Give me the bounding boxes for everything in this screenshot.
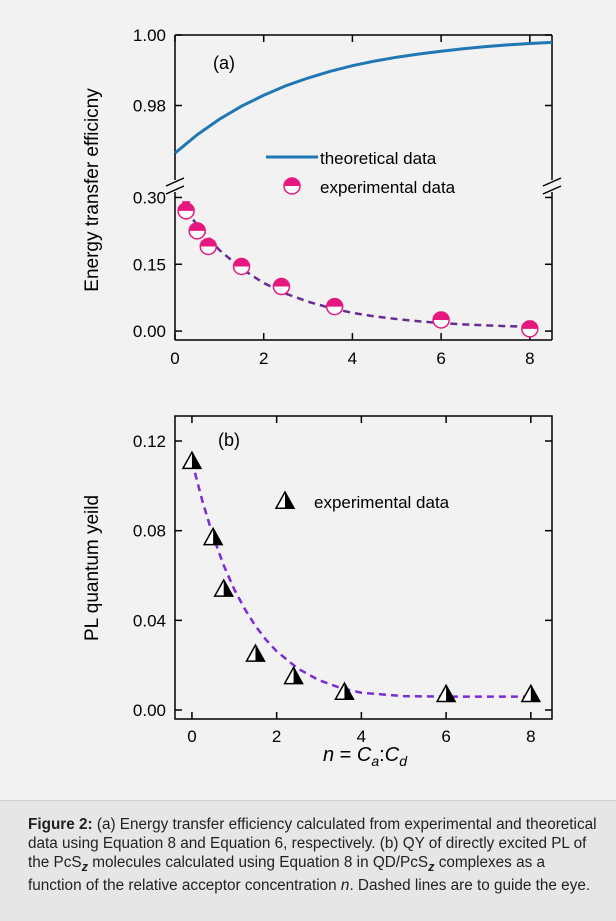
theoretical-data-line: [174, 40, 553, 155]
panel-a-y-tick-label: 0.98: [133, 97, 166, 116]
experimental-data-point-fill: [521, 320, 538, 329]
panel-b-data-point-fill: [446, 685, 456, 702]
panel-b-y-axis-label: PL quantum yeild: [82, 495, 103, 641]
figure-area: 0 2 4 6 8 1.00 0.98 0.30 0.15 0.00 Energy trans…: [82, 26, 562, 769]
caption-sub-1: z: [81, 859, 88, 875]
panel-a: 0 2 4 6 8 1.00 0.98 0.30 0.15 0.00 Energy trans…: [82, 26, 562, 368]
legend-b-experimental-label: experimental data: [314, 493, 450, 512]
panel-b-y-tick-label: 0.00: [133, 701, 166, 720]
panel-b-data-point: [213, 578, 234, 597]
panel-a-axis-break-left: [165, 177, 185, 195]
panel-a-axis-break-right: [542, 177, 562, 195]
experimental-data-point-fill: [189, 222, 206, 231]
figure-chart: 0 2 4 6 8 1.00 0.98 0.30 0.15 0.00 Energy trans…: [82, 26, 562, 769]
panel-b-data-point: [334, 681, 355, 701]
panel-a-x-tick-label: 4: [348, 349, 357, 368]
panel-b-x-tick-label: 2: [272, 727, 281, 746]
panel-b-x-tick-label: 8: [526, 727, 535, 746]
panel-b-x-tick-label: 6: [441, 727, 450, 746]
panel-a-y-tick-label: 1.00: [133, 26, 166, 45]
experimental-data-point: [325, 297, 344, 316]
panel-b-frame: [174, 415, 553, 720]
panel-b-label: (b): [218, 430, 240, 450]
experimental-data-point: [188, 222, 206, 240]
legend-half-circle: [283, 177, 301, 195]
panel-b-y-tick-label: 0.04: [133, 611, 166, 630]
legend-experimental-label: experimental data: [320, 178, 456, 197]
panel-b-data-point-fill: [191, 452, 201, 469]
panel-b-x-tick-label: 4: [357, 727, 366, 746]
experimental-data-point-fill: [178, 202, 195, 211]
panel-a-y-tick-label: 0.30: [133, 188, 166, 207]
legend-half-circle-fill: [284, 178, 300, 186]
legend-half-triangle-fill: [285, 492, 294, 509]
caption-text-3: complexes as a function of the relative …: [28, 854, 545, 895]
experimental-data-point-fill: [326, 298, 343, 307]
experimental-data-point-fill: [233, 258, 250, 267]
caption-label: Figure 2:: [28, 816, 93, 833]
caption-text-1: (a) Energy transfer efficiency calculate…: [28, 816, 597, 871]
panel-b-data-point-fill: [223, 579, 233, 597]
panel-b-data-point-fill: [293, 667, 303, 684]
panel-b-y-tick-label: 0.12: [133, 432, 166, 451]
legend-half-triangle: [274, 490, 296, 509]
panel-a-x-tick-label: 0: [170, 349, 179, 368]
panel-b-data-point: [520, 683, 542, 703]
figure-caption: Figure 2: (a) Energy transfer efficiency…: [0, 800, 616, 921]
experimental-data-point: [521, 320, 539, 338]
caption-italic-n: n: [340, 877, 350, 895]
panel-a-y-tick-label: 0.15: [133, 255, 166, 274]
panel-a-x-tick-label: 8: [525, 349, 534, 368]
panel-b-data-point: [283, 665, 304, 685]
panel-b-y-tick-label: 0.08: [133, 522, 166, 541]
panel-b-data-point-fill: [344, 683, 354, 700]
experimental-data-point: [432, 311, 450, 329]
experimental-data-point: [232, 257, 251, 276]
panel-a-x-tick-label: 2: [259, 349, 268, 368]
panel-b-data-point: [245, 643, 266, 662]
panel-a-label: (a): [213, 53, 235, 73]
panel-b-data-point: [181, 450, 203, 470]
panel-a-y-axis-label: Energy transfer efficicny: [82, 88, 103, 292]
caption-sub-2: z: [428, 859, 435, 875]
caption-text-2: molecules calculated using Equation 8 in…: [87, 854, 429, 871]
experimental-data-point-fill: [273, 278, 290, 287]
panel-b-data-point-fill: [213, 528, 223, 545]
experimental-data-point-fill: [200, 238, 217, 247]
experimental-data-point: [177, 202, 195, 220]
legend-experimental-marker: [283, 177, 301, 195]
panel-b-x-tick-label: 0: [187, 727, 196, 746]
panel-a-legend: theoretical data experimental data: [266, 149, 456, 197]
legend-theoretical-label: theoretical data: [320, 149, 437, 168]
panel-b-dashed-guide-line: [190, 460, 531, 698]
panel-b-legend: experimental data: [274, 490, 450, 512]
panel-b-x-axis-label: n = Ca:Cd: [323, 744, 408, 769]
panel-b-data-point-fill: [530, 685, 540, 702]
panel-b-data-point: [435, 683, 457, 703]
legend-b-experimental-marker: [274, 490, 296, 509]
panel-a-x-tick-label: 6: [436, 349, 445, 368]
caption-text-4: . Dashed lines are to guide the eye.: [349, 877, 591, 895]
experimental-data-point: [272, 277, 291, 296]
experimental-data-point-fill: [433, 311, 450, 320]
experimental-data-point: [199, 237, 218, 256]
panel-a-y-tick-label: 0.00: [133, 322, 166, 341]
panel-b-data-point-fill: [255, 644, 265, 662]
panel-b-data-point: [202, 526, 224, 546]
